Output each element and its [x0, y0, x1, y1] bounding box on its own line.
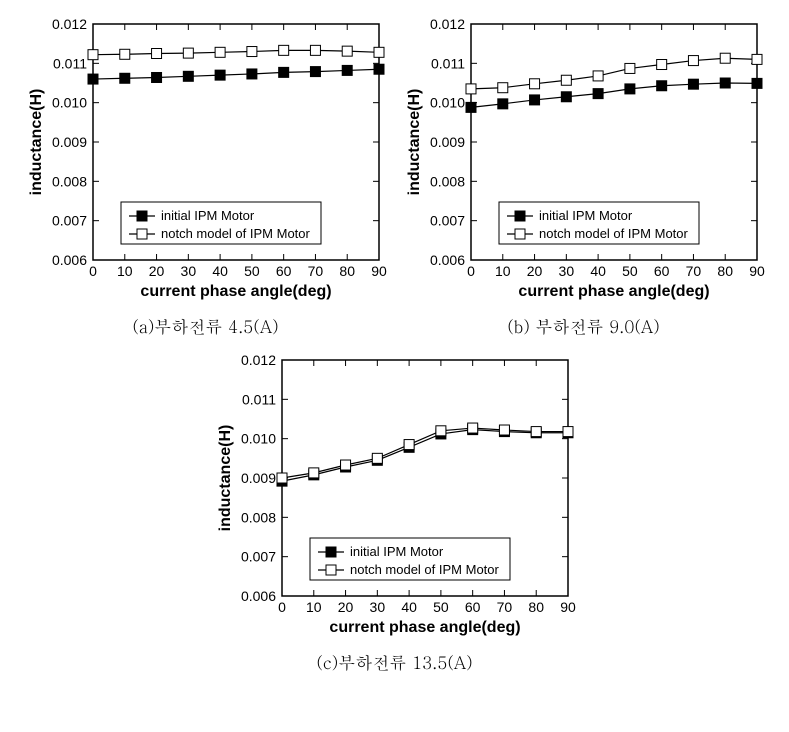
- svg-text:90: 90: [560, 599, 576, 615]
- caption-a: (a)부하전류 4.5(A): [132, 314, 278, 338]
- svg-text:0.010: 0.010: [51, 95, 86, 111]
- svg-text:inductance(H): inductance(H): [28, 89, 45, 196]
- svg-text:0.008: 0.008: [51, 173, 86, 189]
- svg-text:0.006: 0.006: [51, 252, 86, 268]
- svg-text:initial IPM Motor: initial IPM Motor: [161, 208, 255, 223]
- svg-text:notch model of IPM Motor: notch model of IPM Motor: [161, 226, 311, 241]
- svg-text:current phase angle(deg): current phase angle(deg): [329, 619, 520, 636]
- svg-text:20: 20: [526, 263, 542, 279]
- svg-text:0: 0: [467, 263, 475, 279]
- svg-text:40: 40: [590, 263, 606, 279]
- panel-a: 0 10 20 30 40 50 60 70 80 90 0.006 0.007 0.008 0.009 0…: [21, 10, 391, 338]
- svg-text:0.009: 0.009: [240, 470, 275, 486]
- svg-text:50: 50: [244, 263, 260, 279]
- svg-text:0: 0: [89, 263, 97, 279]
- svg-text:90: 90: [749, 263, 765, 279]
- svg-text:notch model of IPM Motor: notch model of IPM Motor: [350, 562, 500, 577]
- svg-text:20: 20: [148, 263, 164, 279]
- svg-text:0.010: 0.010: [240, 431, 275, 447]
- chart-a-wrap: 0 10 20 30 40 50 60 70 80 90 0.006 0.007 0.008 0.009 0…: [21, 10, 391, 310]
- svg-text:40: 40: [401, 599, 417, 615]
- svg-text:0.007: 0.007: [429, 213, 464, 229]
- svg-text:current phase angle(deg): current phase angle(deg): [518, 283, 709, 300]
- svg-text:notch model of IPM Motor: notch model of IPM Motor: [539, 226, 689, 241]
- svg-text:0.008: 0.008: [240, 509, 275, 525]
- line-chart: 0 10 20 30 40 50 60 70 80 90 0.006 0.007 0.008 0.009 0…: [399, 10, 769, 310]
- svg-text:60: 60: [464, 599, 480, 615]
- svg-text:70: 70: [307, 263, 323, 279]
- chart-b-wrap: 0 10 20 30 40 50 60 70 80 90 0.006 0.007 0.008 0.009 0…: [399, 10, 769, 310]
- svg-text:80: 80: [717, 263, 733, 279]
- svg-text:80: 80: [339, 263, 355, 279]
- svg-text:60: 60: [275, 263, 291, 279]
- svg-text:current phase angle(deg): current phase angle(deg): [140, 283, 331, 300]
- figure-container: 0 10 20 30 40 50 60 70 80 90 0.006 0.007 0.008 0.009 0…: [10, 10, 779, 674]
- svg-text:60: 60: [653, 263, 669, 279]
- svg-text:50: 50: [433, 599, 449, 615]
- svg-text:inductance(H): inductance(H): [217, 425, 234, 532]
- svg-text:0.012: 0.012: [429, 16, 464, 32]
- svg-text:90: 90: [371, 263, 387, 279]
- svg-text:0.008: 0.008: [429, 173, 464, 189]
- panel-c: 0 10 20 30 40 50 60 70 80 90 0.006 0.007 0.008 0.009 0…: [210, 346, 580, 674]
- chart-c-wrap: 0 10 20 30 40 50 60 70 80 90 0.006 0.007 0.008 0.009 0…: [210, 346, 580, 646]
- svg-text:70: 70: [496, 599, 512, 615]
- svg-text:initial IPM Motor: initial IPM Motor: [350, 544, 444, 559]
- svg-text:0: 0: [278, 599, 286, 615]
- svg-text:30: 30: [558, 263, 574, 279]
- svg-text:0.007: 0.007: [51, 213, 86, 229]
- svg-text:0.007: 0.007: [240, 549, 275, 565]
- svg-text:0.009: 0.009: [51, 134, 86, 150]
- caption-b: (b) 부하전류 9.0(A): [507, 314, 660, 338]
- caption-c: (c)부하전류 13.5(A): [316, 650, 472, 674]
- svg-text:0.011: 0.011: [431, 55, 465, 71]
- line-chart: 0 10 20 30 40 50 60 70 80 90 0.006 0.007 0.008 0.009 0…: [210, 346, 580, 646]
- svg-text:0.011: 0.011: [53, 55, 87, 71]
- panel-b: 0 10 20 30 40 50 60 70 80 90 0.006 0.007 0.008 0.009 0…: [399, 10, 769, 338]
- svg-text:0.010: 0.010: [429, 95, 464, 111]
- svg-text:10: 10: [494, 263, 510, 279]
- svg-text:initial IPM Motor: initial IPM Motor: [539, 208, 633, 223]
- svg-text:40: 40: [212, 263, 228, 279]
- line-chart: 0 10 20 30 40 50 60 70 80 90 0.006 0.007 0.008 0.009 0…: [21, 10, 391, 310]
- svg-text:0.011: 0.011: [242, 391, 276, 407]
- svg-text:70: 70: [685, 263, 701, 279]
- svg-text:20: 20: [337, 599, 353, 615]
- svg-text:inductance(H): inductance(H): [406, 89, 423, 196]
- svg-text:0.006: 0.006: [240, 588, 275, 604]
- svg-text:0.006: 0.006: [429, 252, 464, 268]
- svg-text:0.009: 0.009: [429, 134, 464, 150]
- svg-text:0.012: 0.012: [51, 16, 86, 32]
- svg-text:10: 10: [305, 599, 321, 615]
- svg-text:30: 30: [369, 599, 385, 615]
- svg-text:80: 80: [528, 599, 544, 615]
- svg-text:50: 50: [622, 263, 638, 279]
- svg-text:10: 10: [116, 263, 132, 279]
- svg-text:0.012: 0.012: [240, 352, 275, 368]
- svg-text:30: 30: [180, 263, 196, 279]
